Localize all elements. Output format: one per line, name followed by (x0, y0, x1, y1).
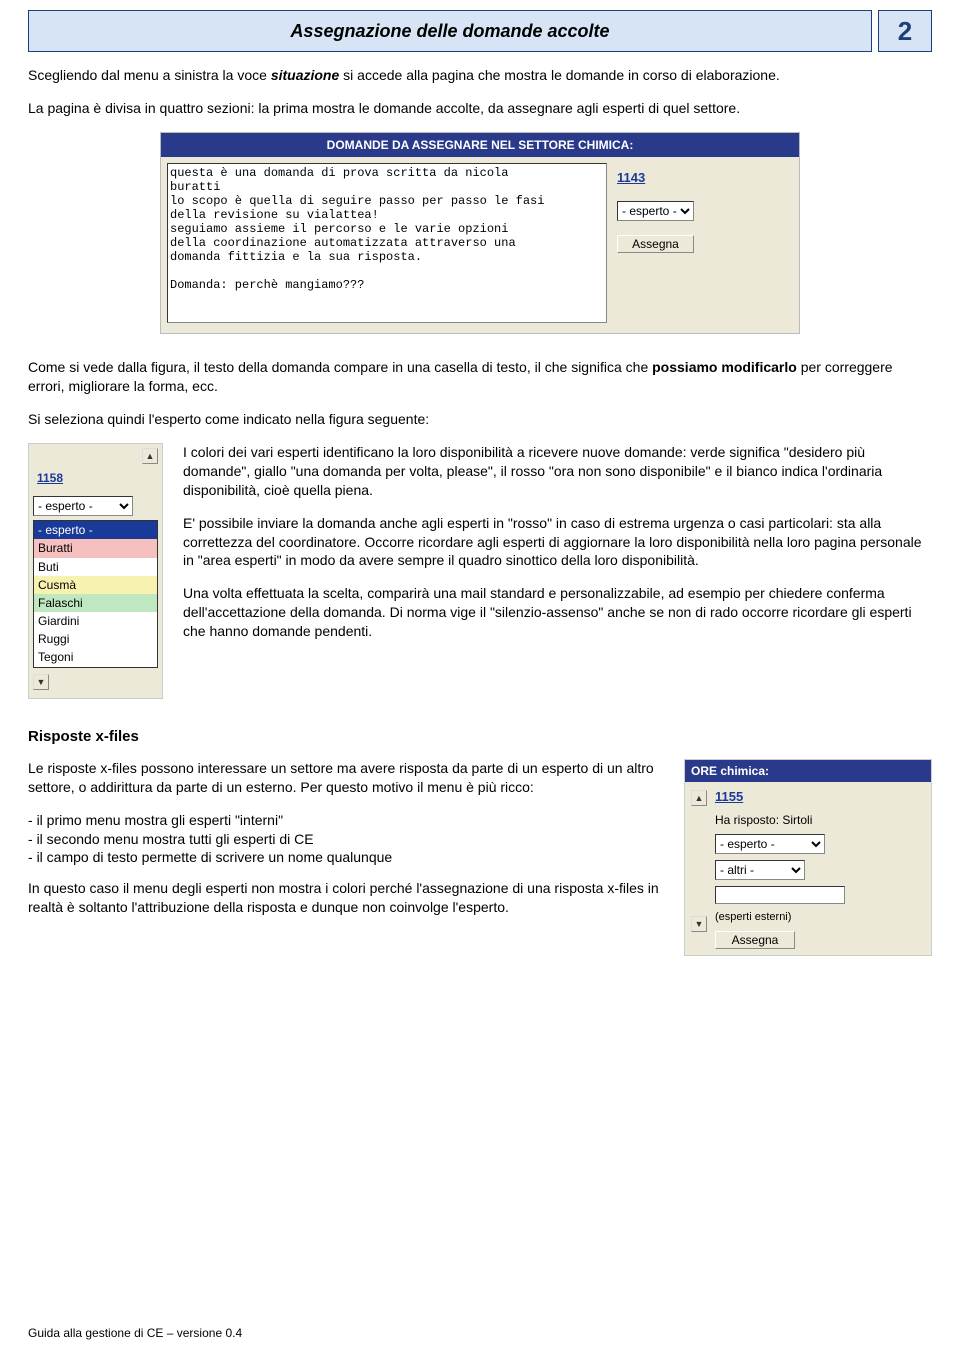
domanda-id-link-3[interactable]: 1155 (715, 788, 925, 806)
answered-label: Ha risposto: Sirtoli (715, 812, 925, 828)
mid-paragraph-1: Come si vede dalla figura, il testo dell… (28, 358, 932, 396)
screenshot-esperto-list: ▲ 1158 - esperto - - esperto - Buratti B… (28, 443, 163, 699)
list-item[interactable]: Buratti (34, 539, 157, 557)
list-item[interactable]: Ruggi (34, 630, 157, 648)
list-item[interactable]: Cusmà (34, 576, 157, 594)
assegna-button-2[interactable]: Assegna (715, 931, 795, 949)
esperto-listbox[interactable]: - esperto - Buratti Buti Cusmà Falaschi … (33, 520, 158, 668)
altri-select[interactable]: - altri - (715, 860, 805, 880)
page-number: 2 (878, 10, 932, 52)
page-title: Assegnazione delle domande accolte (28, 10, 872, 52)
esperto-select[interactable]: - esperto - (617, 201, 694, 221)
intro-paragraph-2: La pagina è divisa in quattro sezioni: l… (28, 99, 932, 118)
list-item[interactable]: - esperto - (34, 521, 157, 539)
scroll-up-icon[interactable]: ▲ (691, 790, 707, 806)
mid-paragraph-2: Si seleziona quindi l'esperto come indic… (28, 410, 932, 429)
scroll-down-icon[interactable]: ▼ (33, 674, 49, 690)
esterno-input[interactable] (715, 886, 845, 904)
list-item[interactable]: Buti (34, 558, 157, 576)
screenshot-domande-assegnare: DOMANDE DA ASSEGNARE NEL SETTORE CHIMICA… (160, 132, 800, 334)
page-footer: Guida alla gestione di CE – versione 0.4 (28, 1325, 242, 1341)
colors-paragraph-3: Una volta effettuata la scelta, comparir… (28, 584, 932, 641)
list-item[interactable]: Falaschi (34, 594, 157, 612)
xfiles-heading: Risposte x-files (28, 727, 932, 747)
esterni-label: (esperti esterni) (715, 910, 925, 925)
list-item[interactable]: Tegoni (34, 648, 157, 666)
panel-header: DOMANDE DA ASSEGNARE NEL SETTORE CHIMICA… (161, 133, 799, 157)
scroll-down-icon[interactable]: ▼ (691, 916, 707, 932)
scroll-up-icon[interactable]: ▲ (142, 448, 158, 464)
colors-paragraph-2: E' possibile inviare la domanda anche ag… (28, 514, 932, 571)
screenshot-xfiles-panel: ORE chimica: ▲ ▼ 1155 Ha risposto: Sirto… (684, 759, 932, 956)
domanda-id-link[interactable]: 1143 (617, 169, 694, 187)
domanda-textarea[interactable] (167, 163, 607, 323)
assegna-button[interactable]: Assegna (617, 235, 694, 253)
esperto-select-2[interactable]: - esperto - (33, 496, 133, 516)
intro-paragraph-1: Scegliendo dal menu a sinistra la voce s… (28, 66, 932, 85)
esperto-select-3[interactable]: - esperto - (715, 834, 825, 854)
xfiles-panel-header: ORE chimica: (685, 760, 931, 782)
domanda-id-link-2[interactable]: 1158 (37, 470, 158, 486)
list-item[interactable]: Giardini (34, 612, 157, 630)
colors-paragraph-1: I colori dei vari esperti identificano l… (28, 443, 932, 500)
